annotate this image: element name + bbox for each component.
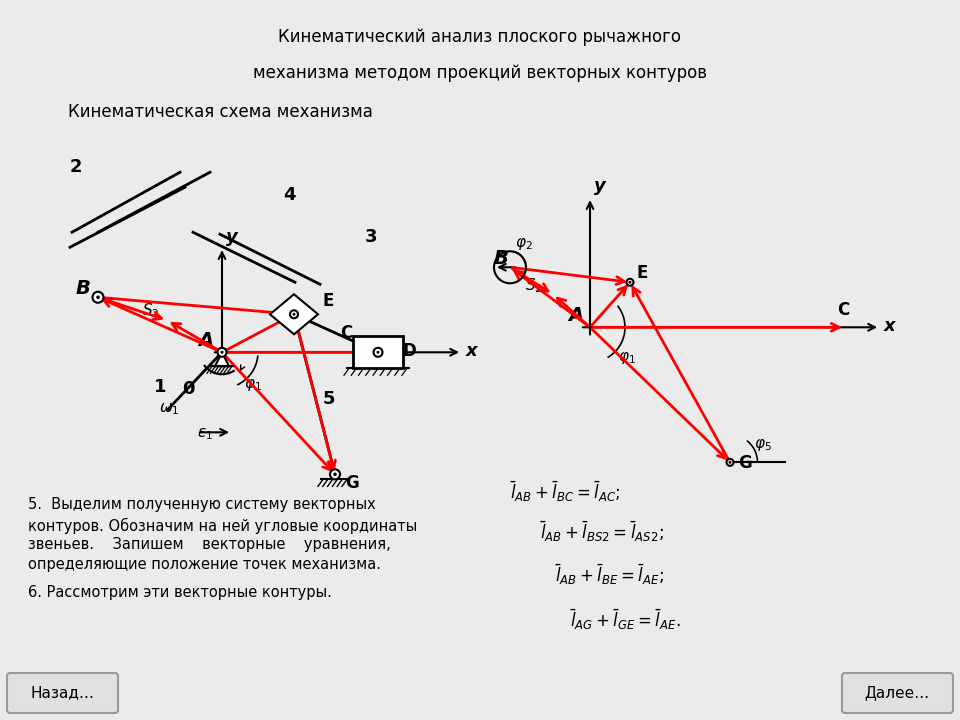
Text: $\bar{l}_{AG}+\bar{l}_{GE}=\bar{l}_{AE}$.: $\bar{l}_{AG}+\bar{l}_{GE}=\bar{l}_{AE}$… — [570, 608, 681, 632]
Circle shape — [729, 461, 732, 464]
Text: 5.  Выделим полученную систему векторных: 5. Выделим полученную систему векторных — [28, 498, 375, 513]
Text: определяющие положение точек механизма.: определяющие положение точек механизма. — [28, 557, 381, 572]
Text: A: A — [568, 306, 583, 325]
Polygon shape — [270, 294, 318, 334]
Text: $S_2$: $S_2$ — [142, 301, 159, 320]
Text: x: x — [884, 318, 896, 336]
Text: D: D — [403, 342, 417, 360]
Text: y: y — [226, 228, 238, 246]
Text: 3: 3 — [365, 228, 377, 246]
Text: $\omega_1$: $\omega_1$ — [159, 401, 180, 417]
Text: 0: 0 — [182, 380, 195, 398]
Text: E: E — [636, 264, 647, 282]
Text: $\bar{l}_{AB}+\bar{l}_{BC}=\bar{l}_{AC}$;: $\bar{l}_{AB}+\bar{l}_{BC}=\bar{l}_{AC}$… — [510, 480, 620, 504]
Circle shape — [333, 472, 337, 476]
Text: $\varphi_2$: $\varphi_2$ — [515, 236, 533, 252]
Bar — [353, 336, 403, 369]
Circle shape — [330, 469, 340, 480]
Text: $\varphi_5$: $\varphi_5$ — [754, 437, 772, 454]
Circle shape — [290, 310, 298, 318]
Text: $\bar{l}_{AB}+\bar{l}_{BE}=\bar{l}_{AE}$;: $\bar{l}_{AB}+\bar{l}_{BE}=\bar{l}_{AE}$… — [555, 563, 664, 588]
Text: y: y — [594, 177, 606, 195]
Text: G: G — [345, 474, 359, 492]
Text: контуров. Обозначим на ней угловые координаты: контуров. Обозначим на ней угловые коорд… — [28, 518, 418, 534]
Text: E: E — [322, 292, 333, 310]
Text: Далее…: Далее… — [864, 685, 929, 701]
Text: $S_2$: $S_2$ — [525, 276, 542, 295]
Text: C: C — [837, 301, 850, 319]
Text: B: B — [494, 249, 509, 269]
Text: механизма методом проекций векторных контуров: механизма методом проекций векторных кон… — [253, 64, 707, 82]
Circle shape — [293, 312, 296, 316]
Circle shape — [629, 281, 632, 284]
FancyBboxPatch shape — [842, 673, 953, 713]
Circle shape — [376, 351, 379, 354]
Circle shape — [373, 348, 382, 357]
Text: Назад…: Назад… — [30, 685, 94, 701]
Text: $\varphi_1$: $\varphi_1$ — [618, 351, 636, 366]
Text: $\bar{l}_{AB}+\bar{l}_{BS2}=\bar{l}_{AS2}$;: $\bar{l}_{AB}+\bar{l}_{BS2}=\bar{l}_{AS2… — [540, 520, 664, 544]
Text: $\varphi_1$: $\varphi_1$ — [244, 377, 262, 393]
Circle shape — [96, 295, 100, 299]
Circle shape — [727, 459, 733, 466]
Text: 6. Рассмотрим эти векторные контуры.: 6. Рассмотрим эти векторные контуры. — [28, 585, 332, 600]
Text: Кинематическая схема механизма: Кинематическая схема механизма — [68, 103, 372, 121]
Circle shape — [92, 292, 104, 303]
Text: 2: 2 — [70, 158, 83, 176]
Text: 1: 1 — [154, 378, 166, 396]
Text: x: x — [466, 342, 478, 360]
Polygon shape — [215, 352, 229, 366]
Text: A: A — [198, 331, 213, 351]
Text: 4: 4 — [283, 186, 296, 204]
Text: звеньев.    Запишем    векторные    уравнения,: звеньев. Запишем векторные уравнения, — [28, 537, 391, 552]
Circle shape — [218, 348, 227, 357]
Text: B: B — [76, 279, 91, 298]
Text: G: G — [738, 454, 752, 472]
Text: C: C — [340, 324, 352, 342]
Circle shape — [627, 279, 634, 286]
FancyBboxPatch shape — [7, 673, 118, 713]
Circle shape — [221, 351, 224, 354]
Text: Кинематический анализ плоского рычажного: Кинематический анализ плоского рычажного — [278, 28, 682, 46]
Text: 5: 5 — [323, 390, 335, 408]
Text: $\varepsilon_1$: $\varepsilon_1$ — [197, 426, 213, 442]
